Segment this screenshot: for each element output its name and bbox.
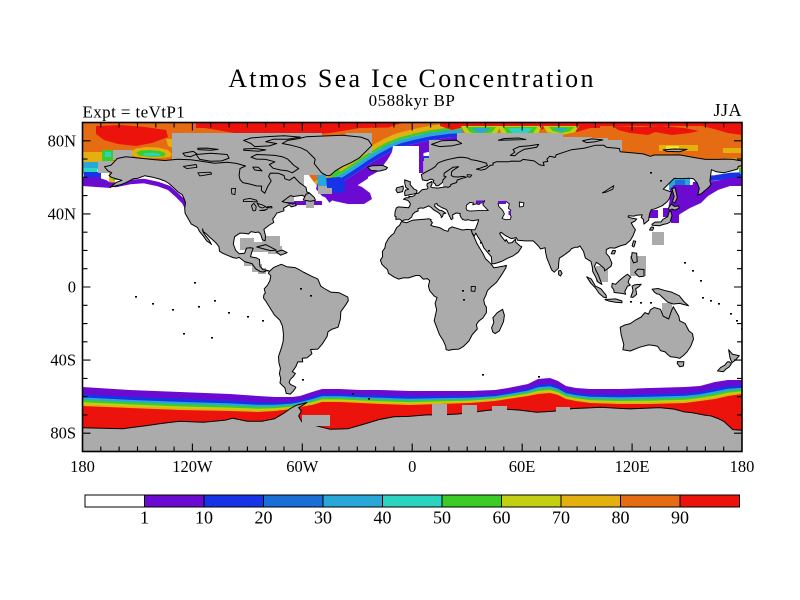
svg-text:90: 90	[671, 508, 689, 528]
svg-text:80N: 80N	[48, 131, 77, 150]
svg-text:20: 20	[255, 508, 273, 528]
svg-text:1: 1	[140, 508, 149, 528]
svg-text:80: 80	[612, 508, 630, 528]
svg-text:0: 0	[68, 278, 76, 297]
svg-text:80S: 80S	[50, 424, 76, 443]
svg-text:180: 180	[730, 457, 755, 476]
svg-text:120E: 120E	[615, 457, 650, 476]
svg-text:50: 50	[433, 508, 451, 528]
svg-text:180: 180	[70, 457, 95, 476]
svg-text:Atmos Sea Ice Concentration: Atmos Sea Ice Concentration	[228, 64, 596, 93]
svg-text:40N: 40N	[48, 204, 77, 223]
svg-text:60W: 60W	[286, 457, 319, 476]
svg-text:120W: 120W	[172, 457, 213, 476]
svg-text:60: 60	[493, 508, 511, 528]
svg-text:Expt = teVtP1: Expt = teVtP1	[83, 103, 186, 122]
svg-text:JJA: JJA	[713, 100, 742, 120]
svg-text:0: 0	[408, 457, 416, 476]
svg-text:70: 70	[552, 508, 570, 528]
svg-text:30: 30	[314, 508, 332, 528]
svg-text:40: 40	[374, 508, 392, 528]
svg-text:60E: 60E	[509, 457, 536, 476]
svg-text:10: 10	[195, 508, 213, 528]
svg-text:40S: 40S	[50, 351, 76, 370]
svg-text:0588kyr BP: 0588kyr BP	[369, 91, 456, 110]
